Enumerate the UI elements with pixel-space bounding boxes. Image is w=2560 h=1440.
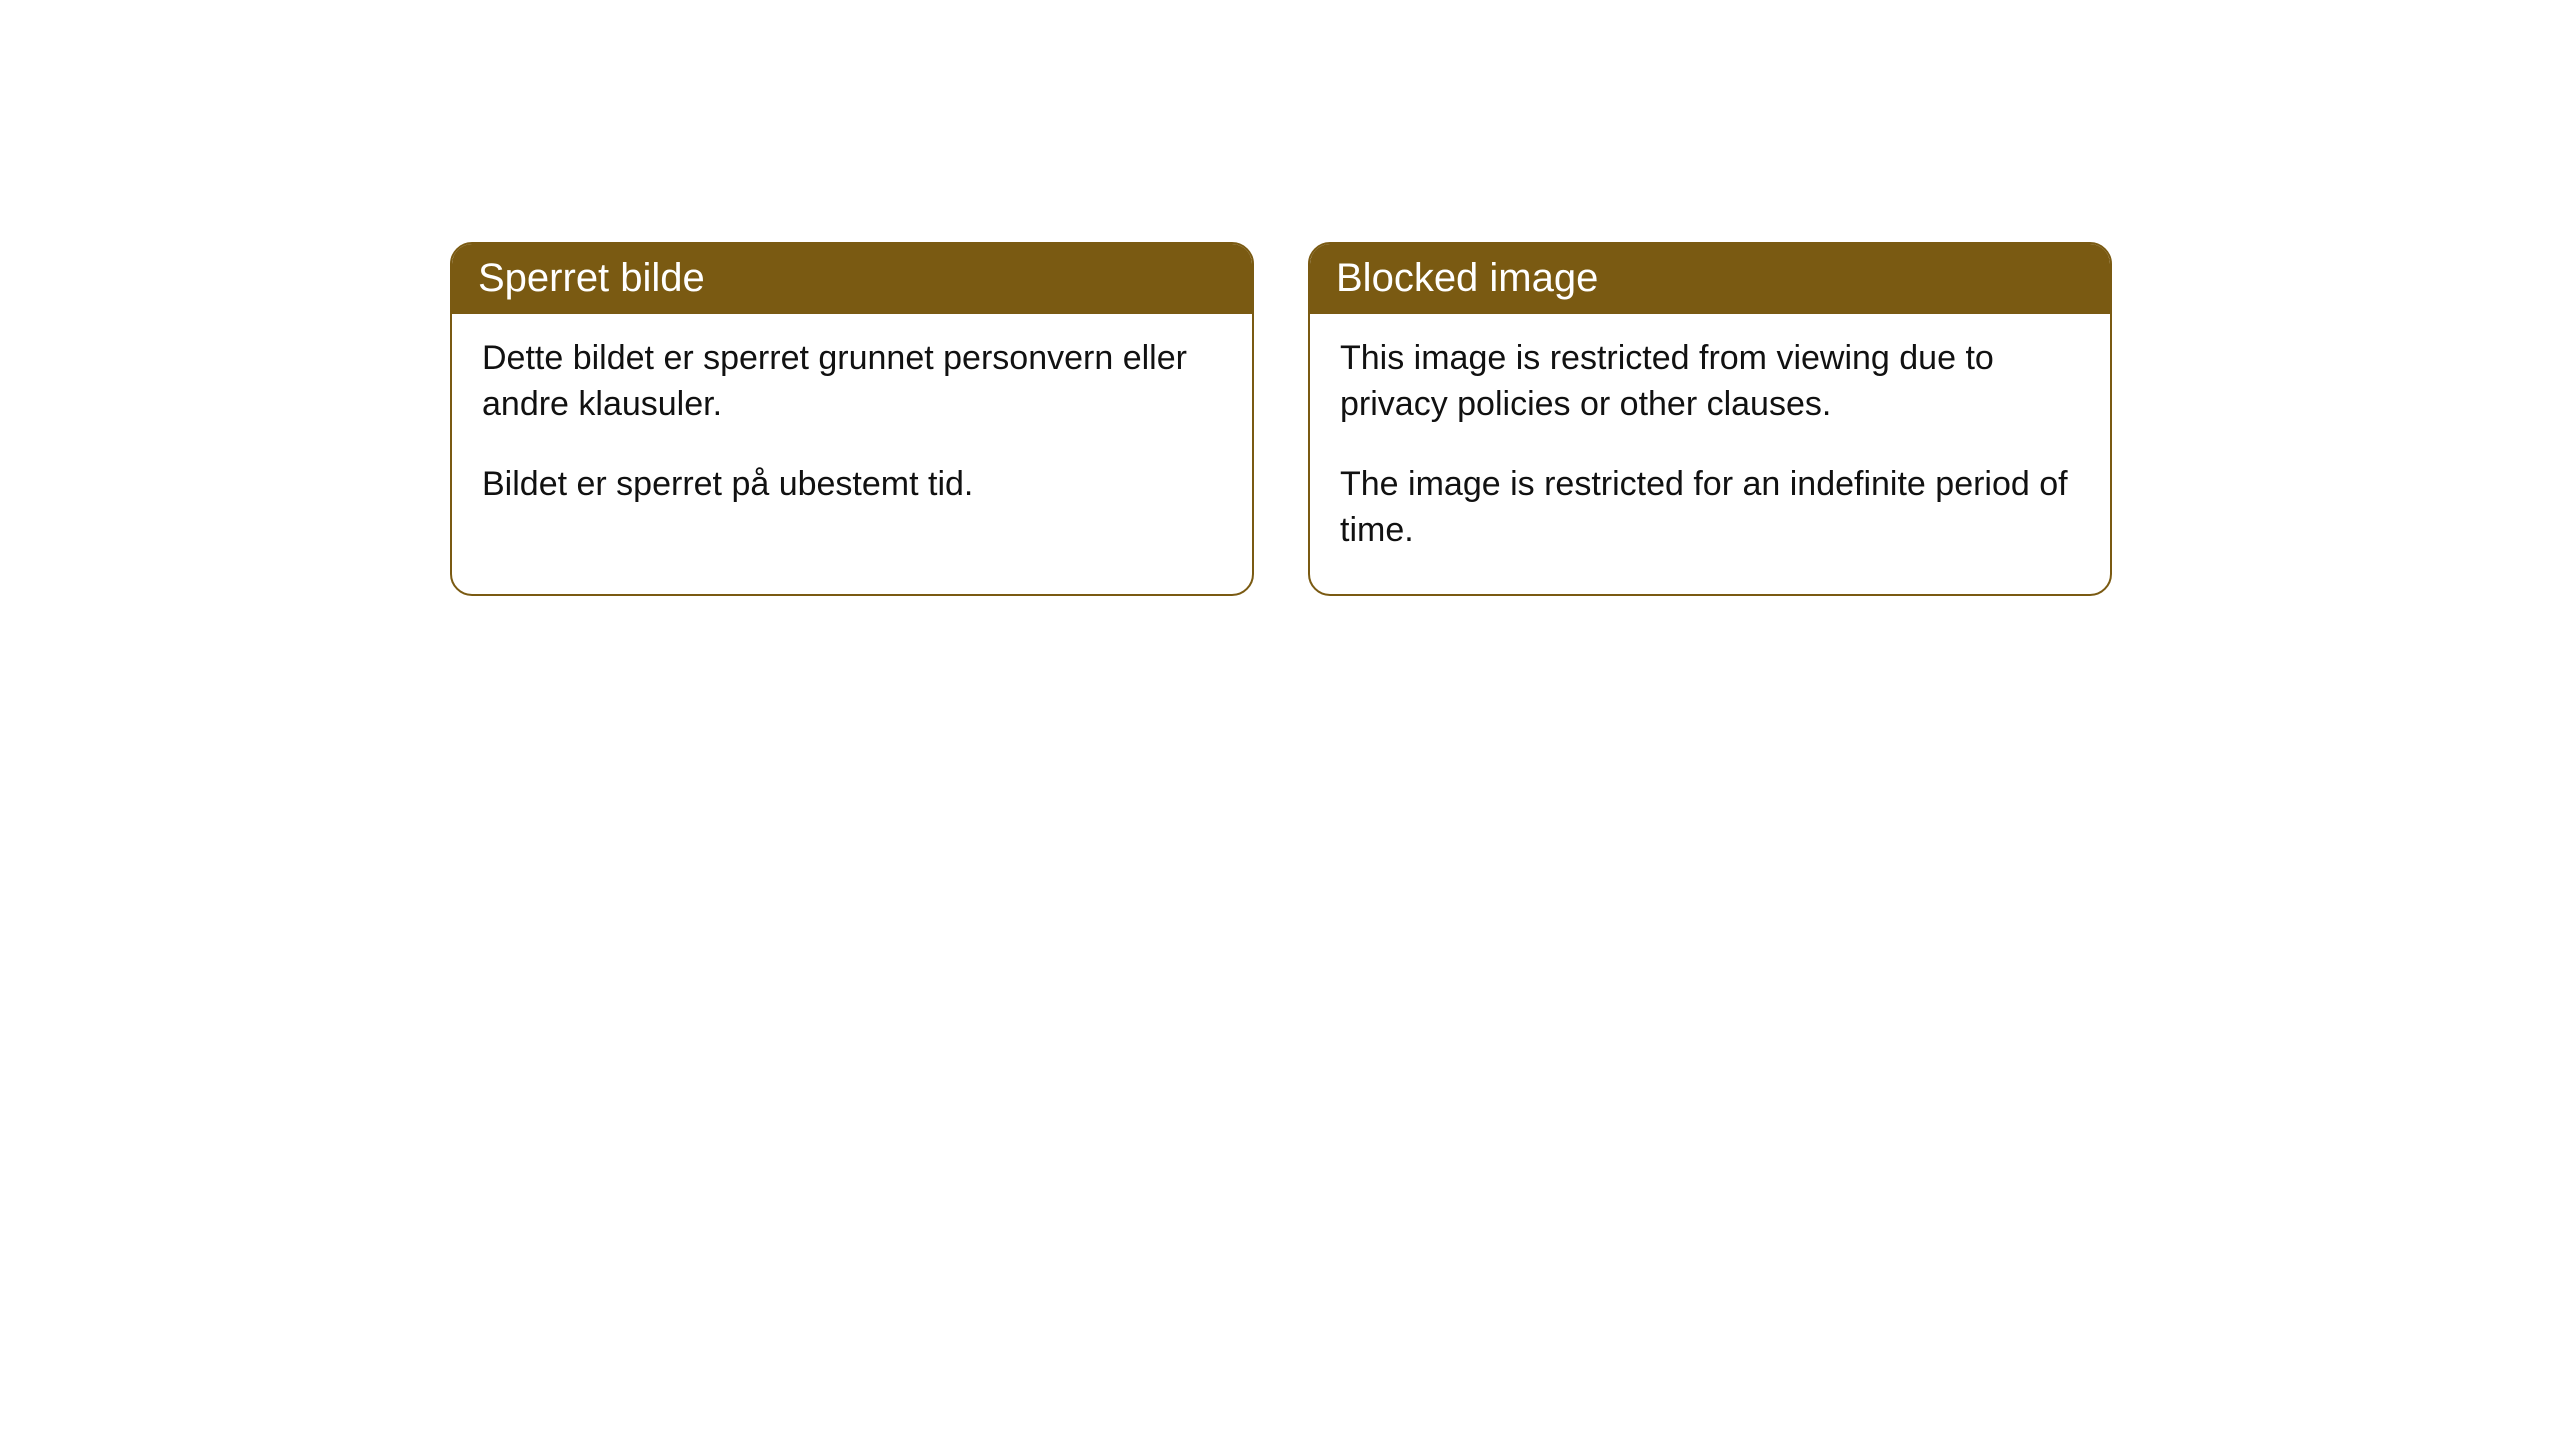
card-body-no: Dette bildet er sperret grunnet personve… [452, 314, 1252, 548]
card-en-para2: The image is restricted for an indefinit… [1340, 462, 2080, 554]
card-no-para1: Dette bildet er sperret grunnet personve… [482, 336, 1222, 428]
card-header-en: Blocked image [1310, 244, 2110, 314]
card-no-para2: Bildet er sperret på ubestemt tid. [482, 462, 1222, 508]
card-body-en: This image is restricted from viewing du… [1310, 314, 2110, 594]
card-en-para1: This image is restricted from viewing du… [1340, 336, 2080, 428]
blocked-image-card-en: Blocked image This image is restricted f… [1308, 242, 2112, 596]
blocked-image-card-no: Sperret bilde Dette bildet er sperret gr… [450, 242, 1254, 596]
cards-container: Sperret bilde Dette bildet er sperret gr… [0, 0, 2560, 596]
card-header-no: Sperret bilde [452, 244, 1252, 314]
